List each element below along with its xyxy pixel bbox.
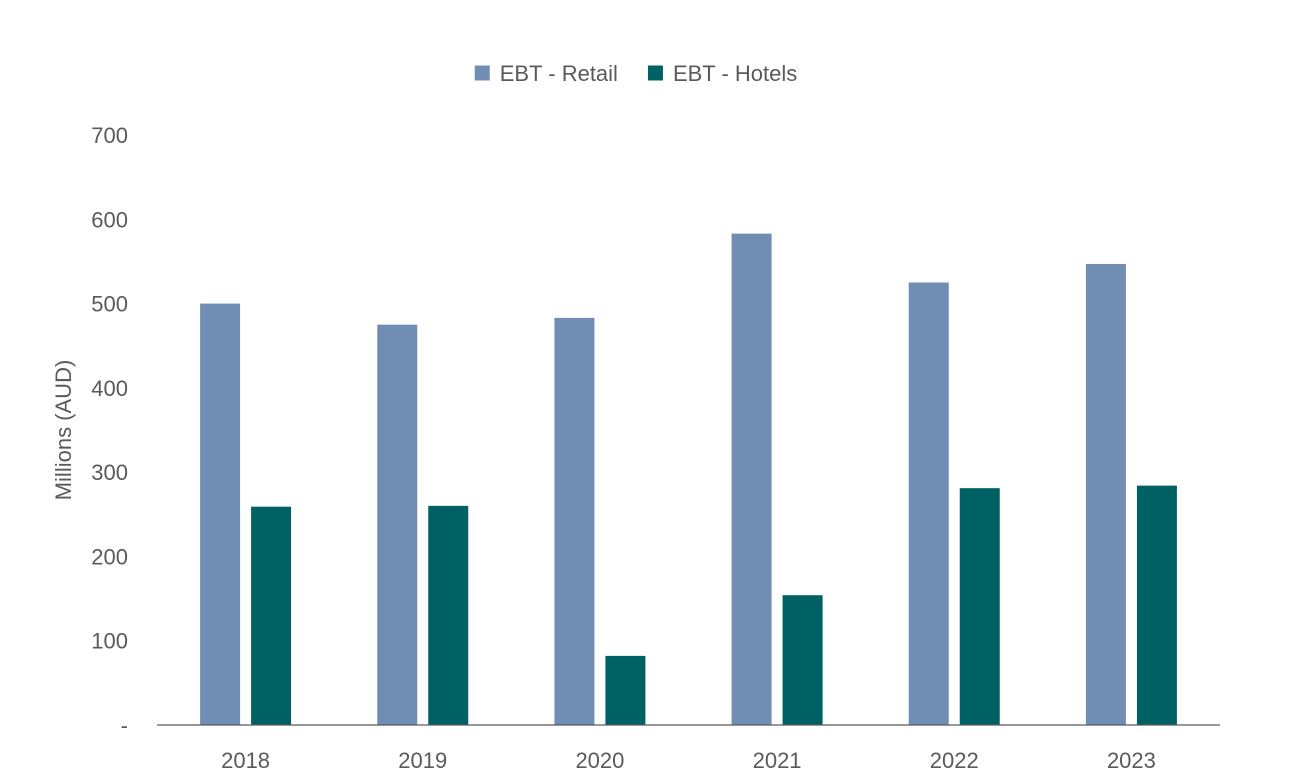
bar-hotels-2022 [959, 488, 1000, 725]
y-tick-label: 500 [91, 292, 128, 317]
x-tick-label: 2019 [398, 748, 447, 773]
bar-hotels-2018 [251, 506, 292, 725]
x-tick-label: 2020 [575, 748, 624, 773]
bar-retail-2022 [908, 282, 949, 725]
y-tick-label: 100 [91, 629, 128, 654]
bar-retail-2020 [554, 317, 595, 725]
y-tick-label: 200 [91, 544, 128, 569]
legend: EBT - Retail EBT - Hotels [474, 61, 797, 86]
x-tick-label: 2018 [221, 748, 270, 773]
bar-hotels-2019 [428, 505, 469, 725]
y-axis-ticks: - 100 200 300 400 500 600 700 [91, 123, 128, 738]
bar-retail-2018 [200, 303, 241, 725]
bar-hotels-2020 [605, 655, 646, 725]
y-tick-label: - [121, 713, 128, 738]
bar-retail-2019 [377, 324, 418, 725]
legend-label: EBT - Retail [500, 61, 618, 86]
bars [200, 233, 1177, 725]
x-tick-label: 2021 [753, 748, 802, 773]
bar-hotels-2021 [782, 595, 823, 725]
bar-retail-2023 [1085, 263, 1126, 725]
x-tick-label: 2022 [930, 748, 979, 773]
y-tick-label: 300 [91, 460, 128, 485]
legend-swatch-retail [474, 65, 490, 81]
x-axis-ticks: 2018 2019 2020 2021 2022 2023 [221, 748, 1156, 773]
legend-swatch-hotels [647, 65, 663, 81]
bar-retail-2021 [731, 233, 772, 725]
x-tick-label: 2023 [1107, 748, 1156, 773]
y-axis-label: Millions (AUD) [51, 360, 76, 501]
y-tick-label: 700 [91, 123, 128, 148]
y-tick-label: 600 [91, 207, 128, 232]
legend-label: EBT - Hotels [673, 61, 797, 86]
bar-hotels-2023 [1136, 485, 1177, 725]
y-tick-label: 400 [91, 376, 128, 401]
